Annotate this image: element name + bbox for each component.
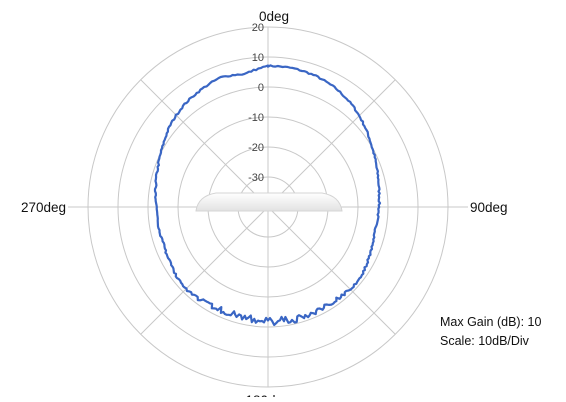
- series-line-0: [153, 64, 382, 327]
- grid-spoke: [140, 79, 269, 208]
- grid-spoke: [140, 206, 269, 335]
- series-layer: [153, 64, 382, 327]
- grid-spoke: [267, 79, 396, 208]
- angle-label-180: 180deg: [245, 393, 290, 397]
- max-gain-text: Max Gain (dB): 10: [440, 315, 542, 329]
- scale-text: Scale: 10dB/Div: [440, 334, 529, 348]
- angle-label-0: 0deg: [259, 9, 289, 24]
- angle-label-270: 270deg: [21, 200, 66, 215]
- radial-tick-label: 20: [252, 22, 264, 34]
- angle-label-90: 90deg: [470, 200, 508, 215]
- device-shape: [195, 192, 343, 212]
- radial-tick-label: -30: [248, 172, 264, 184]
- radial-tick-label: -10: [248, 112, 264, 124]
- device-image: [195, 192, 343, 212]
- radial-tick-label: -20: [248, 142, 264, 154]
- radial-tick-label: 10: [252, 52, 264, 64]
- grid-spoke: [267, 206, 396, 335]
- radial-tick-label: 0: [258, 82, 264, 94]
- label-layer: 20 10 0 -10 -20 -30 0deg 90deg 180deg 270deg: [21, 9, 508, 402]
